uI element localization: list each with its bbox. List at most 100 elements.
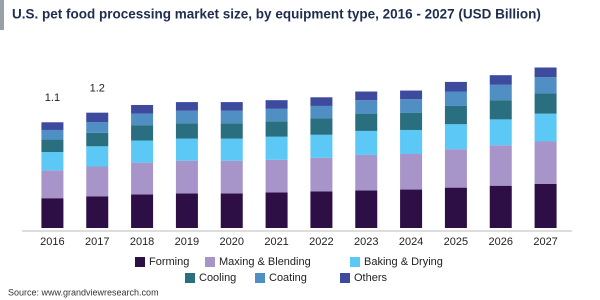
bar-segment — [400, 189, 423, 228]
bar-segment — [220, 193, 243, 228]
bar-segment — [131, 125, 154, 141]
bar-segment — [310, 105, 333, 119]
bar-segment — [86, 122, 109, 133]
chart-title: U.S. pet food processing market size, by… — [12, 7, 541, 22]
bar-segment — [41, 122, 64, 130]
bar-segment — [355, 154, 378, 191]
bar-segment — [86, 132, 109, 147]
legend-swatch — [205, 257, 215, 267]
title-accent — [0, 0, 4, 30]
bar-segment — [175, 123, 198, 139]
x-tick-label: 2026 — [489, 236, 513, 248]
bar-segment — [355, 190, 378, 228]
total-label: 1.2 — [90, 83, 105, 95]
bar-segment — [355, 91, 378, 101]
bar-segment — [489, 75, 512, 85]
bar-segment — [175, 160, 198, 194]
x-tick-label: 2019 — [175, 236, 199, 248]
bar-segment — [489, 84, 512, 101]
x-tick-label: 2017 — [85, 236, 109, 248]
x-tick-label: 2025 — [444, 236, 468, 248]
legend-label: Coating — [269, 272, 307, 284]
bar-segment — [86, 146, 109, 167]
bar-segment — [534, 183, 557, 228]
bar-segment — [400, 129, 423, 154]
legend-swatch — [350, 257, 360, 267]
bar-segment — [131, 194, 154, 228]
bar-segment — [534, 77, 557, 94]
bar-segment — [175, 102, 198, 111]
source: Source: www.grandviewresearch.com — [8, 287, 159, 297]
bar-segment — [175, 110, 198, 124]
legend-label: Maxing & Blending — [219, 256, 311, 268]
bar-segment — [175, 138, 198, 161]
legend-swatch — [135, 257, 145, 267]
bar-segment — [310, 97, 333, 106]
bar-segment — [86, 112, 109, 123]
bar-segment — [489, 100, 512, 120]
bar-segment — [534, 113, 557, 142]
legend-swatch — [185, 273, 195, 283]
x-tick-label: 2016 — [40, 236, 64, 248]
bar-segment — [400, 153, 423, 190]
bar-segment — [444, 149, 467, 188]
bar-segment — [310, 157, 333, 192]
bar-segment — [444, 105, 467, 125]
x-tick-label: 2027 — [533, 236, 557, 248]
bar-segment — [86, 166, 109, 197]
bar-segment — [265, 108, 288, 122]
bar-segment — [265, 100, 288, 109]
bar-segment — [534, 93, 557, 114]
x-tick-label: 2024 — [399, 236, 423, 248]
bar-segment — [534, 67, 557, 78]
legend-label: Cooling — [199, 272, 236, 284]
bar-segment — [489, 119, 512, 146]
legend-label: Forming — [149, 256, 189, 268]
bar-segment — [355, 130, 378, 155]
bar-segment — [265, 192, 288, 228]
bar-segment — [131, 104, 154, 114]
bar-segment — [534, 141, 557, 184]
bar-segment — [86, 196, 109, 228]
bar-segment — [175, 193, 198, 228]
bar-segment — [265, 136, 288, 160]
x-tick-label: 2020 — [220, 236, 244, 248]
bar-segment — [310, 118, 333, 135]
bar-segment — [444, 124, 467, 150]
bar-segment — [41, 198, 64, 228]
bar-segment — [265, 159, 288, 193]
x-tick-label: 2023 — [354, 236, 378, 248]
bar-segment — [400, 90, 423, 100]
bar-segment — [444, 187, 467, 228]
bar-segment — [489, 145, 512, 186]
legend-swatch — [255, 273, 265, 283]
legend-label: Baking & Drying — [364, 256, 443, 268]
bar-segment — [310, 191, 333, 228]
bar-segment — [131, 162, 154, 195]
bar-segment — [444, 91, 467, 106]
x-tick-label: 2021 — [264, 236, 288, 248]
bar-segment — [41, 129, 64, 140]
bar-segment — [220, 102, 243, 111]
bar-segment — [220, 123, 243, 139]
bar-segment — [265, 121, 288, 137]
bar-segment — [41, 170, 64, 199]
bar-segment — [131, 140, 154, 163]
bar-segment — [489, 185, 512, 228]
x-tick-label: 2018 — [130, 236, 154, 248]
bar-segment — [355, 100, 378, 114]
bar-segment — [220, 160, 243, 194]
bar-segment — [400, 99, 423, 113]
legend-label: Others — [354, 272, 388, 284]
bar-segment — [400, 112, 423, 130]
bar-segment — [220, 138, 243, 161]
bar-segment — [131, 113, 154, 126]
legend-swatch — [340, 273, 350, 283]
bar-segment — [41, 152, 64, 171]
bar-segment — [41, 139, 64, 153]
bar-segment — [444, 81, 467, 92]
bar-segment — [310, 134, 333, 158]
bar-segment — [355, 113, 378, 131]
bar-segment — [220, 110, 243, 124]
